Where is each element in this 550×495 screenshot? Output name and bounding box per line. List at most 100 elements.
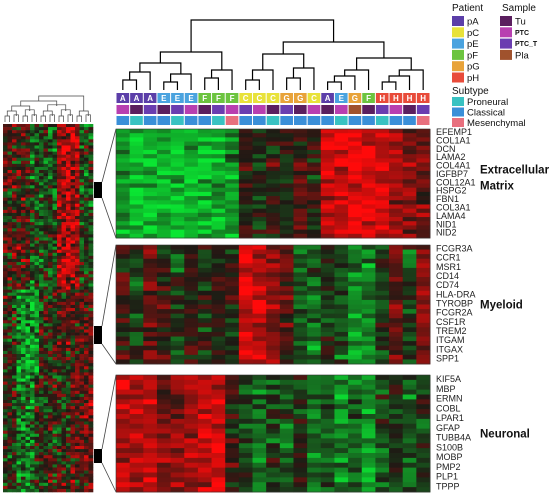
heatmap-cell [266,254,281,260]
heatmap-cell [211,245,226,250]
overview-cell [34,222,40,226]
overview-cell [70,200,76,205]
overview-cell [7,139,13,143]
overview-cell [75,163,80,168]
heatmap-cell [279,443,294,449]
overview-cell [43,173,49,177]
patient-cell [389,93,403,103]
overview-cell [88,415,94,419]
overview-cell [34,277,40,281]
heatmap-cell [279,245,294,250]
heatmap-cell [156,379,172,386]
overview-cell [66,160,71,165]
overview-cell [61,200,67,205]
overview-cell [70,464,76,468]
overview-cell [66,412,71,416]
heatmap-cell [197,217,212,222]
overview-cell [7,314,13,318]
heatmap-cell [334,277,349,283]
heatmap-cell [389,212,404,218]
heatmap-cell [334,341,349,347]
overview-cell [57,369,62,373]
overview-cell [30,329,35,333]
overview-cell [43,347,49,352]
overview-cell [12,424,17,428]
overview-cell [16,166,22,171]
overview-cell [66,200,71,205]
overview-cell [21,219,26,223]
overview-cell [30,464,35,468]
connector-line [101,462,117,493]
heatmap-cell [375,249,390,255]
overview-cell [79,363,85,367]
overview-cell [88,252,94,257]
heatmap-cell [389,467,404,473]
heatmap-cell [211,277,226,283]
heatmap-cell [143,267,158,273]
overview-cell [16,182,22,186]
overview-cell [12,289,17,293]
heatmap-cell [389,336,404,342]
overview-cell [34,139,40,143]
heatmap-cell [416,145,431,151]
overview-cell [52,136,58,140]
heatmap-cell [348,443,363,449]
patient-cell-label: H [379,94,385,103]
heatmap-cell [184,272,199,278]
overview-cell [30,415,35,419]
heatmap-cell [143,277,158,283]
heatmap-cell [348,281,363,287]
overview-cell [34,228,40,232]
heatmap-cell [116,137,131,142]
heatmap-cell [252,443,267,449]
overview-cell [70,130,76,134]
heatmap-cell [320,191,335,197]
overview-cell [7,252,13,257]
heatmap-cell [279,345,294,351]
overview-cell [21,378,26,382]
heatmap-cell [197,212,212,218]
overview-cell [3,452,8,456]
heatmap-cell [184,404,199,410]
overview-cell [39,449,44,453]
heatmap-cell [416,438,431,444]
overview-cell [75,252,80,257]
overview-cell [3,124,8,128]
overview-cell [43,439,49,444]
heatmap-cell [293,221,308,226]
overview-cell [12,151,17,155]
overview-cell [30,148,35,152]
overview-cell [84,375,89,379]
overview-cell [3,225,8,229]
heatmap-cell [170,208,185,214]
overview-cell [48,258,53,263]
overview-cell [21,326,26,330]
heatmap-cell [156,200,172,205]
heatmap-cell [156,137,172,142]
heatmap-cell [389,384,404,391]
heatmap-cell [197,322,212,328]
overview-cell [25,289,31,293]
heatmap-cell [266,394,281,400]
block-label: Neuronal [480,429,530,441]
overview-cell [57,433,62,438]
heatmap-cell [416,482,431,488]
overview-cell [43,148,49,152]
heatmap-cell [266,281,281,287]
heatmap-cell [375,423,390,430]
overview-cell [25,237,31,241]
heatmap-cell [375,137,390,142]
heatmap-cell [348,404,363,410]
overview-cell [84,354,89,358]
overview-cell [34,372,40,376]
dendrogram-link [38,95,85,101]
overview-cell [48,231,53,235]
overview-cell [34,301,40,306]
overview-cell [34,409,40,413]
heatmap-cell [129,359,144,365]
overview-cell [84,464,89,468]
heatmap-cell [293,272,308,278]
heatmap-cell [170,299,185,305]
overview-cell [25,228,31,232]
overview-cell [34,176,40,180]
